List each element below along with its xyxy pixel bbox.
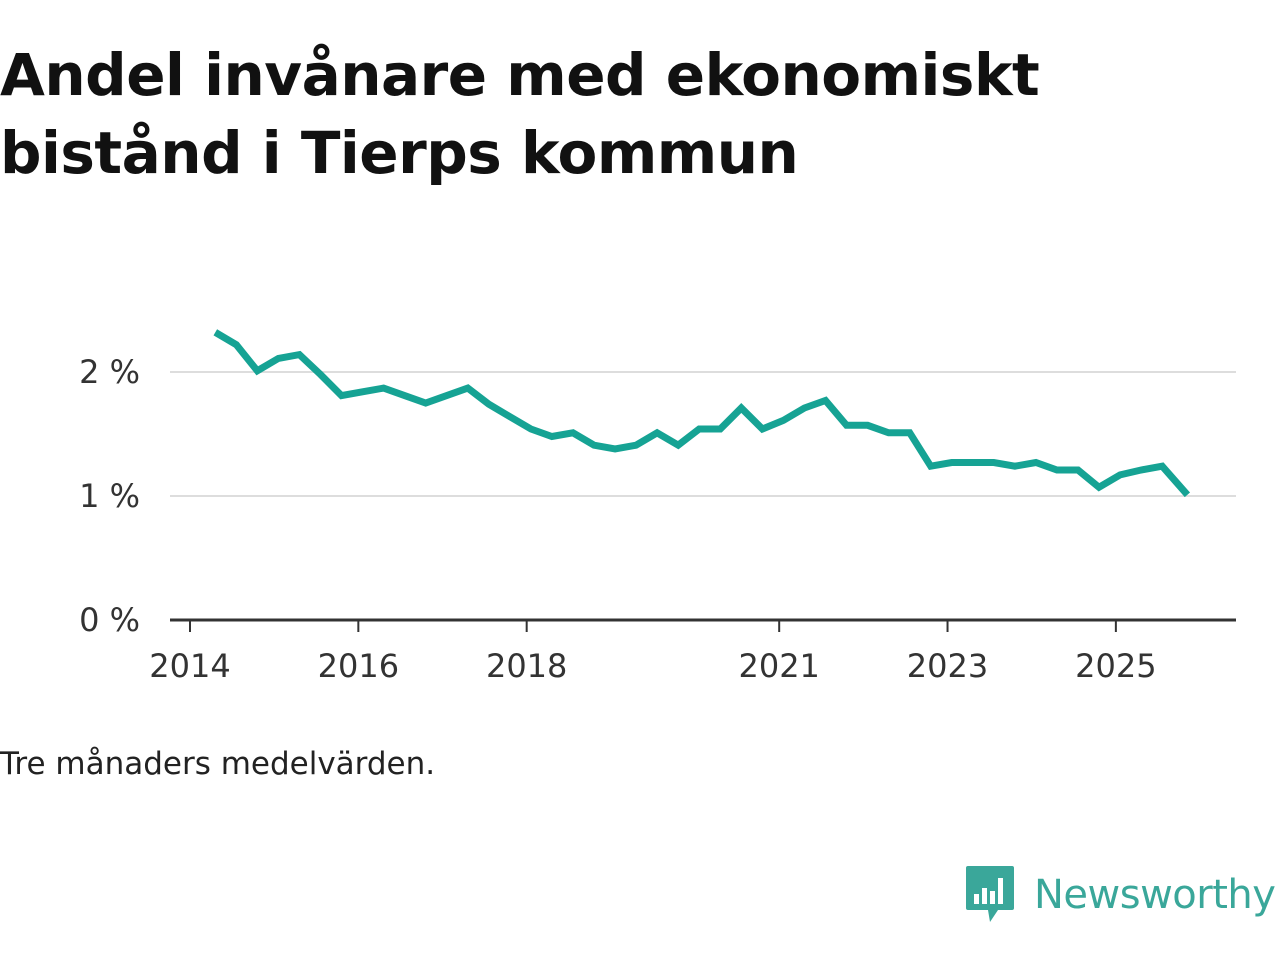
series-line-0 <box>213 329 1191 498</box>
series-layer <box>213 329 1191 498</box>
gridlines <box>170 371 1236 497</box>
chart-note: Tre månaders medelvärden. <box>0 746 436 782</box>
chart-title: Andel invånare med ekonomiskt bistånd i … <box>0 41 1040 187</box>
x-tick-label: 2016 <box>318 647 399 685</box>
x-axis: 2014 2016 2018 2021 2023 2025 <box>149 618 1236 685</box>
newsworthy-logo-icon <box>966 866 1014 922</box>
x-tick-label: 2023 <box>907 647 988 685</box>
y-tick-label: 2 % <box>79 353 140 391</box>
brand-name: Newsworthy <box>1034 872 1276 918</box>
y-axis-labels: 0 % 1 % 2 % <box>79 353 140 639</box>
x-tick-label: 2025 <box>1075 647 1156 685</box>
y-tick-label: 0 % <box>79 601 140 639</box>
y-tick-label: 1 % <box>79 477 140 515</box>
line-chart: 2014 2016 2018 2021 2023 2025 0 % 1 % 2 % <box>79 329 1236 685</box>
x-tick-label: 2018 <box>486 647 567 685</box>
x-tick-label: 2014 <box>149 647 230 685</box>
brand-logo[interactable]: Newsworthy <box>964 864 1276 926</box>
x-tick-label: 2021 <box>738 647 819 685</box>
